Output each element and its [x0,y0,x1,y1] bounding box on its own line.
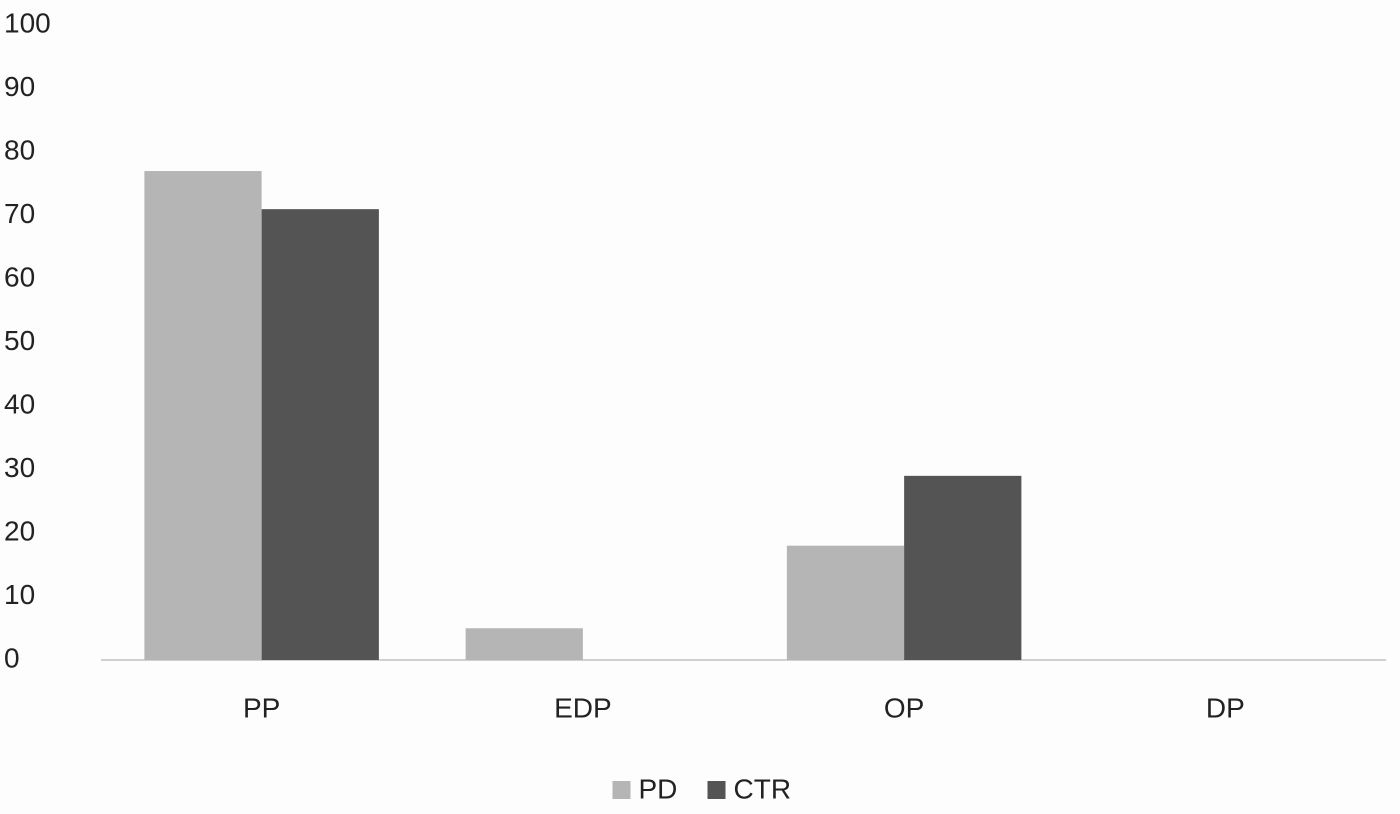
x-tick-label: DP [1206,692,1245,723]
bar [144,171,262,661]
y-tick-label: 20 [4,515,35,546]
y-tick-label: 0 [4,642,20,673]
legend-swatch [707,781,726,799]
y-tick-label: 100 [4,7,51,38]
y-tick-label: 90 [4,71,35,102]
x-tick-label: PP [243,692,280,723]
x-tick-label: EDP [554,692,612,723]
y-tick-label: 40 [4,388,35,419]
legend-label: PD [639,773,678,804]
y-tick-label: 30 [4,452,35,483]
bar [261,209,379,660]
y-tick-label: 10 [4,579,35,610]
y-tick-label: 50 [4,325,35,356]
y-tick-label: 70 [4,198,35,229]
bar [786,545,905,660]
legend-label: CTR [734,773,792,804]
x-tick-label: OP [884,692,924,723]
bar [465,628,583,660]
y-tick-label: 80 [4,134,35,165]
y-tick-label: 60 [4,261,35,292]
legend-swatch [612,781,631,799]
bar [904,475,1022,660]
